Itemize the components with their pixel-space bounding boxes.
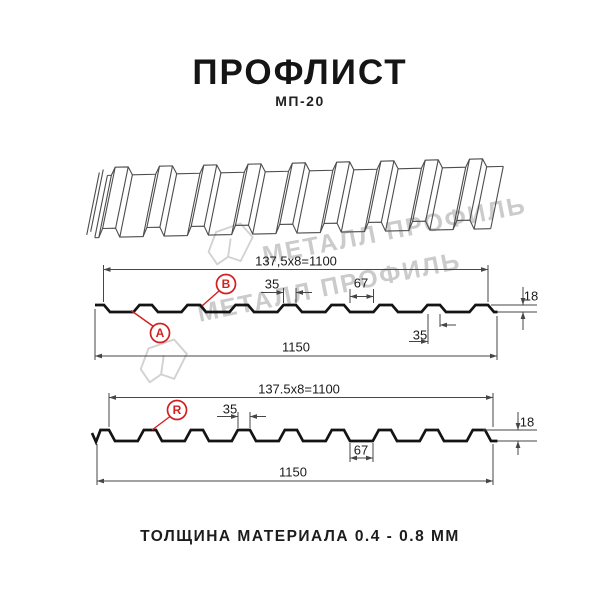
material-thickness-note: ТОЛЩИНА МАТЕРИАЛА 0.4 - 0.8 ММ: [140, 528, 460, 545]
dim-pitch-label-bottom: 137.5x8=1100: [258, 381, 340, 397]
dimensions-top: [94, 265, 537, 360]
callout-b-label: B: [221, 277, 231, 291]
callout-r-label: R: [172, 403, 182, 417]
dim-crest-label-bottom: 35: [222, 401, 238, 417]
dimensions-bottom: [96, 393, 537, 485]
page-title: ПРОФЛИСТ: [192, 53, 408, 92]
profile-section-bottom: [90, 428, 498, 446]
callout-a-label: A: [155, 326, 165, 340]
callout-marks-top: [130, 273, 237, 344]
dim-height-label-top: 18: [523, 288, 539, 304]
dim-crest-bottom-label-top: 35: [412, 327, 428, 343]
dim-overall-label-top: 1150: [282, 339, 310, 355]
callout-marks-bottom: [151, 399, 188, 431]
dim-overall-label-bottom: 1150: [279, 464, 307, 480]
dim-pitch-label-top: 137,5x8=1100: [255, 253, 337, 269]
dim-height-label-bottom: 18: [519, 414, 535, 430]
metalprofil-logo-icon: [139, 338, 188, 384]
dim-valley-label-top: 67: [353, 275, 369, 291]
metalprofil-logo-icon: [207, 222, 254, 266]
dim-valley-label-bottom: 67: [353, 442, 369, 458]
profile-section-top: [95, 303, 498, 314]
dim-crest-label-top: 35: [264, 276, 280, 292]
page-subtitle: МП-20: [275, 93, 325, 109]
sheet-3d-drawing: [86, 158, 504, 239]
